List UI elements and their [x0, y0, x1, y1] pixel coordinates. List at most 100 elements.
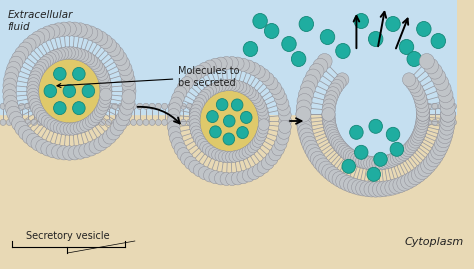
- Circle shape: [27, 133, 40, 148]
- Circle shape: [231, 99, 243, 111]
- Circle shape: [57, 146, 71, 160]
- Circle shape: [252, 95, 264, 106]
- Circle shape: [80, 51, 92, 63]
- Circle shape: [88, 113, 100, 125]
- Circle shape: [431, 144, 446, 160]
- Circle shape: [27, 81, 39, 94]
- Circle shape: [239, 83, 250, 94]
- Circle shape: [32, 105, 45, 117]
- Circle shape: [62, 103, 68, 109]
- Circle shape: [257, 160, 270, 174]
- Circle shape: [297, 94, 312, 109]
- Circle shape: [325, 167, 340, 182]
- Circle shape: [91, 59, 102, 72]
- Circle shape: [99, 133, 112, 148]
- Circle shape: [440, 107, 456, 122]
- Circle shape: [85, 54, 98, 67]
- Circle shape: [184, 72, 197, 86]
- Circle shape: [405, 76, 419, 90]
- Circle shape: [296, 107, 311, 122]
- Circle shape: [36, 28, 50, 43]
- Circle shape: [81, 103, 87, 109]
- Circle shape: [388, 103, 394, 109]
- Circle shape: [79, 24, 92, 38]
- Circle shape: [322, 113, 336, 127]
- Circle shape: [9, 56, 23, 70]
- Circle shape: [73, 68, 85, 80]
- Circle shape: [386, 127, 400, 141]
- Circle shape: [296, 100, 311, 116]
- Circle shape: [85, 115, 98, 128]
- Circle shape: [44, 84, 56, 97]
- Circle shape: [250, 92, 261, 103]
- Circle shape: [298, 124, 313, 139]
- Circle shape: [0, 119, 6, 125]
- Circle shape: [82, 117, 95, 130]
- Circle shape: [369, 157, 383, 170]
- Circle shape: [418, 161, 433, 177]
- Circle shape: [94, 136, 108, 151]
- Circle shape: [258, 119, 269, 130]
- Circle shape: [356, 154, 369, 168]
- Circle shape: [12, 51, 26, 66]
- Circle shape: [319, 161, 334, 177]
- Circle shape: [112, 103, 118, 109]
- Polygon shape: [332, 99, 419, 159]
- Circle shape: [410, 83, 423, 97]
- Circle shape: [27, 34, 40, 49]
- Circle shape: [364, 119, 369, 125]
- Circle shape: [87, 119, 93, 125]
- Circle shape: [70, 47, 82, 60]
- Circle shape: [222, 79, 233, 91]
- Circle shape: [89, 28, 103, 43]
- Circle shape: [272, 86, 284, 100]
- Circle shape: [240, 111, 252, 123]
- Circle shape: [118, 119, 124, 125]
- Circle shape: [301, 81, 315, 97]
- Circle shape: [181, 152, 193, 165]
- Circle shape: [68, 119, 74, 125]
- Circle shape: [338, 119, 345, 125]
- Circle shape: [297, 119, 312, 135]
- Circle shape: [193, 133, 205, 144]
- Circle shape: [215, 80, 226, 92]
- Circle shape: [137, 103, 143, 109]
- Circle shape: [253, 164, 265, 177]
- Circle shape: [335, 141, 348, 155]
- Circle shape: [236, 82, 247, 93]
- Circle shape: [436, 81, 451, 97]
- Circle shape: [63, 22, 76, 36]
- Circle shape: [38, 113, 51, 125]
- Circle shape: [336, 174, 351, 189]
- Circle shape: [308, 148, 323, 163]
- Circle shape: [376, 119, 382, 125]
- Circle shape: [324, 122, 337, 135]
- Circle shape: [113, 116, 127, 131]
- Circle shape: [232, 80, 244, 92]
- Circle shape: [412, 127, 426, 141]
- Circle shape: [162, 103, 168, 109]
- Circle shape: [257, 69, 270, 82]
- Circle shape: [439, 94, 455, 109]
- Circle shape: [401, 174, 416, 189]
- Circle shape: [143, 119, 149, 125]
- Circle shape: [34, 62, 46, 75]
- Circle shape: [368, 31, 383, 47]
- Circle shape: [440, 111, 456, 126]
- Circle shape: [276, 132, 289, 145]
- Circle shape: [265, 152, 278, 165]
- Circle shape: [18, 42, 32, 56]
- Circle shape: [193, 119, 199, 125]
- Circle shape: [143, 103, 149, 109]
- Circle shape: [4, 72, 18, 87]
- Circle shape: [190, 108, 201, 119]
- Circle shape: [191, 126, 202, 137]
- Circle shape: [203, 169, 216, 182]
- Circle shape: [205, 146, 217, 157]
- Circle shape: [209, 83, 219, 94]
- Circle shape: [99, 78, 111, 90]
- Bar: [0, 0, 456, 114]
- Circle shape: [323, 99, 336, 113]
- Circle shape: [200, 89, 211, 101]
- Circle shape: [195, 136, 206, 147]
